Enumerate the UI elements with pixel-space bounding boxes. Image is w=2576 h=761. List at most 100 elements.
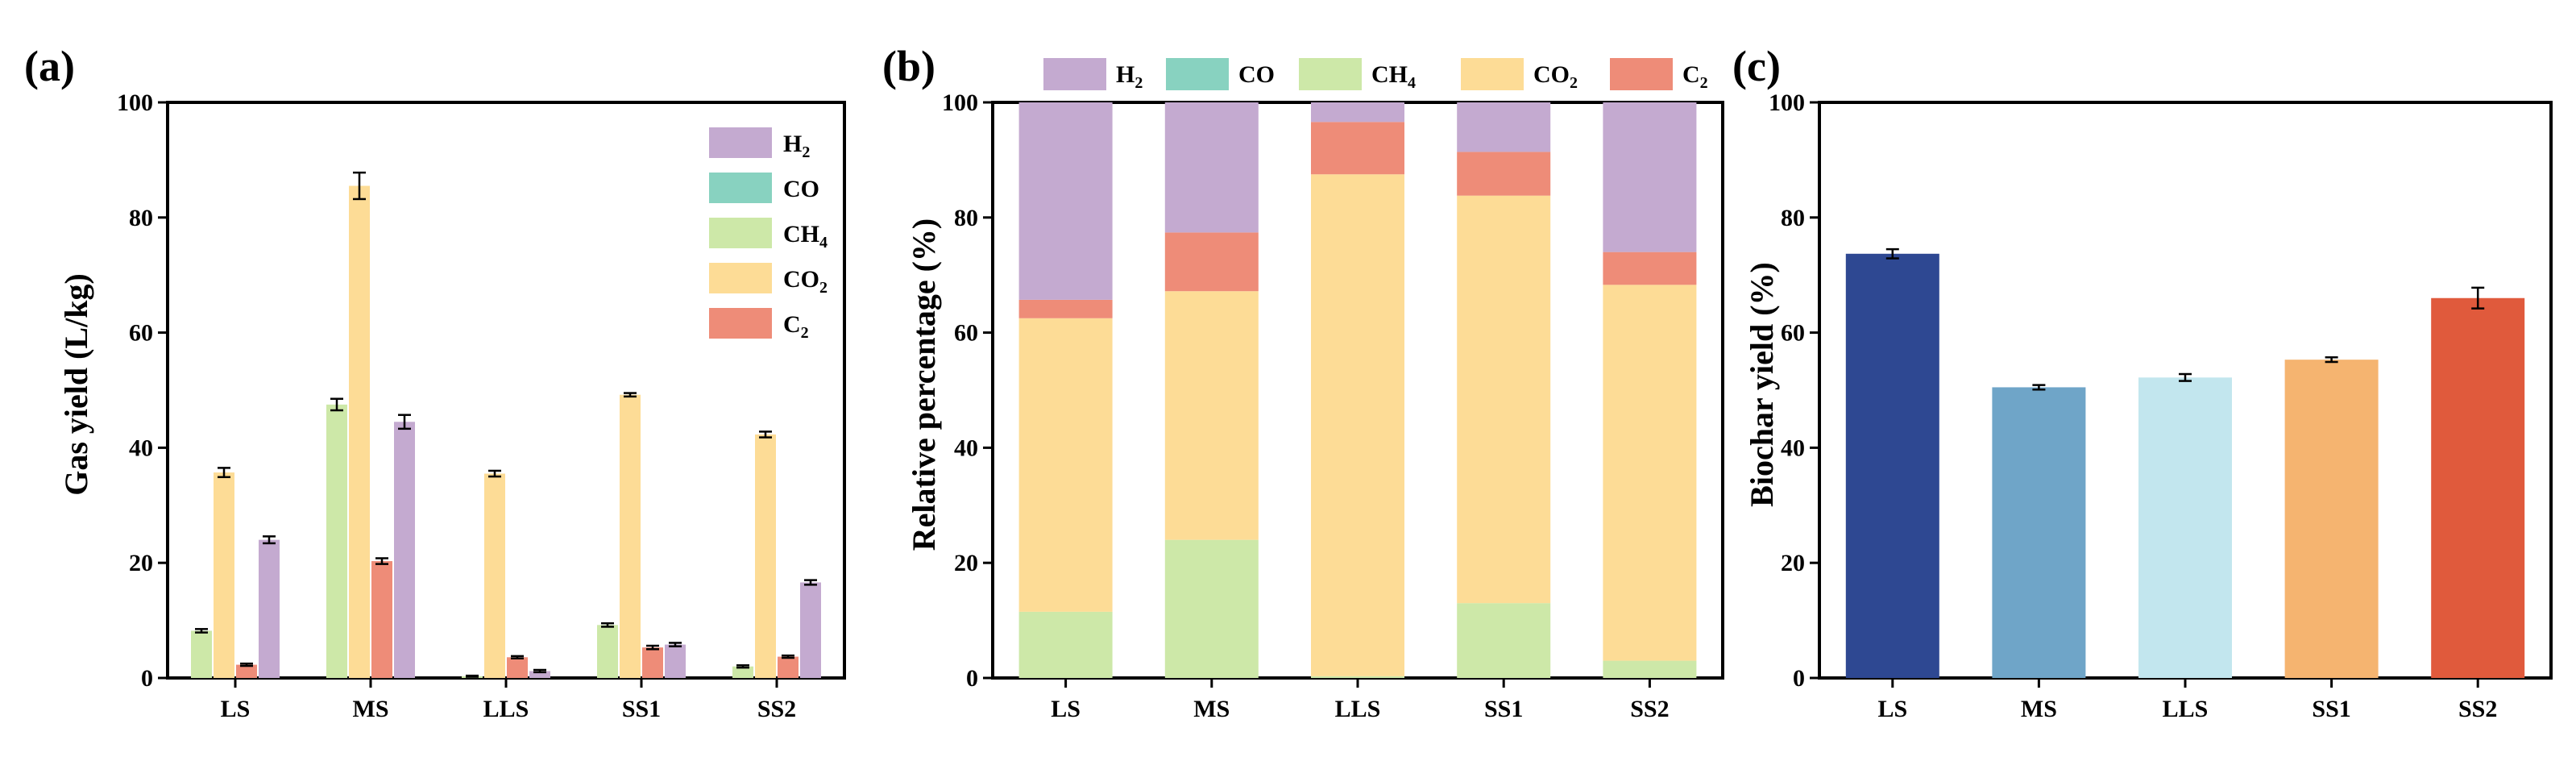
- bar-SS1: [2284, 360, 2379, 678]
- error-bar-SS2-C2: [782, 654, 794, 659]
- legend-swatch-CH4: [1299, 58, 1362, 90]
- segment-LS-CH4: [1018, 611, 1113, 678]
- legend-swatch-CO: [709, 173, 772, 203]
- error-bar-SS1-C2: [646, 644, 659, 651]
- error-bar-LLS-C2: [511, 655, 524, 659]
- error-bar-SS2-H2: [804, 579, 817, 586]
- y-tick-label: 60: [954, 320, 978, 347]
- segment-MS-CH4: [1164, 539, 1259, 678]
- y-tick-label: 20: [1781, 550, 1805, 576]
- segment-LS-CO2: [1018, 318, 1113, 612]
- panel-b-chart: 0 20 40 60 80 100 LS MS LLS SS1 SS2 H2 CO CH4 CO2 C2: [942, 58, 1724, 722]
- bar-SS1-CO2: [620, 394, 641, 678]
- legend-label-CO: CO: [783, 176, 819, 202]
- bar-MS-CH4: [326, 404, 347, 678]
- panel-a-ylabel: Gas yield (L/kg): [58, 273, 94, 496]
- bar-LLS: [2138, 377, 2232, 678]
- segment-SS2-CO2: [1603, 285, 1697, 661]
- bar-SS2: [2431, 297, 2525, 678]
- y-tick-label: 80: [954, 205, 978, 231]
- legend-a: H2 CO CH4 CO2 C2: [709, 127, 828, 342]
- bar-LS-H2: [259, 539, 280, 678]
- x-tick-label: LS: [1051, 696, 1081, 722]
- segment-LLS-C2: [1311, 122, 1404, 175]
- x-tick-label: SS1: [622, 696, 661, 722]
- legend-b: H2 CO CH4 CO2 C2: [1043, 58, 1708, 92]
- legend-swatch-C2: [709, 308, 772, 339]
- bar-SS1-H2: [665, 644, 686, 678]
- legend-swatch-CH4: [709, 218, 772, 248]
- x-tick-label: LS: [221, 696, 251, 722]
- bar-MS-CO2: [349, 185, 370, 678]
- panel-a-chart: 0 20 40 60 80 100 LS MS LLS SS1 SS2 H2 CO CH4 CO2 C2: [117, 89, 846, 722]
- x-tick-label: MS: [1193, 696, 1230, 722]
- panel-a-label: (a): [24, 42, 75, 90]
- bar-SS2-CH4: [732, 666, 753, 678]
- panel-c-ylabel: Biochar yield (%): [1744, 262, 1780, 507]
- y-tick-label: 100: [117, 89, 153, 116]
- bar-LS: [1845, 253, 1939, 679]
- stacked-bars: [1018, 102, 1697, 678]
- y-tick-label: 0: [966, 665, 978, 692]
- y-tick-label: 100: [1769, 89, 1805, 116]
- error-bar-MS-H2: [398, 414, 411, 430]
- error-bar-LLS-H2: [533, 668, 546, 674]
- legend-swatch-CO: [1166, 58, 1229, 90]
- bar-LS-C2: [236, 664, 257, 678]
- bar-SS1-CH4: [597, 625, 618, 678]
- segment-LS-H2: [1018, 102, 1113, 300]
- error-bar-SS1-CH4: [601, 622, 614, 628]
- legend-label-C2: C2: [1682, 61, 1708, 92]
- legend-label-H2: H2: [783, 131, 810, 161]
- legend-label-CO2: CO2: [783, 266, 828, 297]
- panel-c-chart: 0 20 40 60 80 100 LS MS LLS SS1 SS2: [1769, 89, 2553, 722]
- segment-MS-C2: [1164, 232, 1259, 292]
- segment-LLS-CO2: [1311, 174, 1404, 676]
- error-bar-MS-CH4: [330, 397, 343, 412]
- y-tick-label: 20: [129, 550, 153, 576]
- x-tick-label: LLS: [1335, 696, 1381, 722]
- error-bar-LS-C2: [240, 662, 253, 667]
- legend-swatch-CO2: [1461, 58, 1524, 90]
- segment-SS1-C2: [1457, 152, 1551, 196]
- segment-SS2-H2: [1603, 102, 1697, 252]
- error-bar-LS-H2: [263, 535, 276, 545]
- error-bar-SS1-H2: [669, 642, 682, 647]
- legend-label-CO: CO: [1238, 61, 1275, 88]
- x-tick-label: MS: [353, 696, 389, 722]
- legend-label-H2: H2: [1116, 61, 1143, 92]
- error-bar-MS-C2: [375, 557, 388, 565]
- y-tick-label: 0: [141, 665, 153, 692]
- bar-SS2-CO2: [755, 434, 776, 678]
- legend-label-CH4: CH4: [783, 221, 828, 252]
- segment-MS-H2: [1164, 102, 1259, 233]
- y-tick-label: 80: [1781, 205, 1805, 231]
- segment-SS1-CH4: [1457, 603, 1551, 678]
- segment-LS-C2: [1018, 299, 1113, 318]
- legend-swatch-C2: [1610, 58, 1673, 90]
- biochar-bars: [1845, 247, 2525, 679]
- x-tick-label: LLS: [483, 696, 529, 722]
- bar-MS-C2: [371, 561, 392, 678]
- error-bar-SS1: [2325, 356, 2338, 364]
- error-bar-LS: [1885, 247, 1899, 260]
- y-tick-label: 60: [1781, 320, 1805, 347]
- segment-MS-CO2: [1164, 291, 1259, 540]
- error-bar-LLS-CO2: [488, 469, 501, 478]
- x-tick-label: LLS: [2163, 696, 2209, 722]
- error-bar-MS-CO2: [353, 171, 366, 201]
- bar-SS2-H2: [800, 582, 821, 678]
- x-tick-label: LS: [1877, 696, 1907, 722]
- bar-series-group: [191, 171, 821, 678]
- x-tick-label: SS1: [1484, 696, 1523, 722]
- bar-LS-CO2: [214, 472, 234, 678]
- panel-c-label: (c): [1732, 42, 1781, 90]
- error-bar-LLS: [2179, 372, 2192, 382]
- y-tick-label: 40: [954, 435, 978, 461]
- legend-swatch-H2: [709, 127, 772, 158]
- error-bar-SS1-CO2: [624, 392, 637, 398]
- x-tick-label: SS2: [1630, 696, 1669, 722]
- y-tick-label: 0: [1793, 665, 1805, 692]
- segment-SS2-C2: [1603, 252, 1697, 285]
